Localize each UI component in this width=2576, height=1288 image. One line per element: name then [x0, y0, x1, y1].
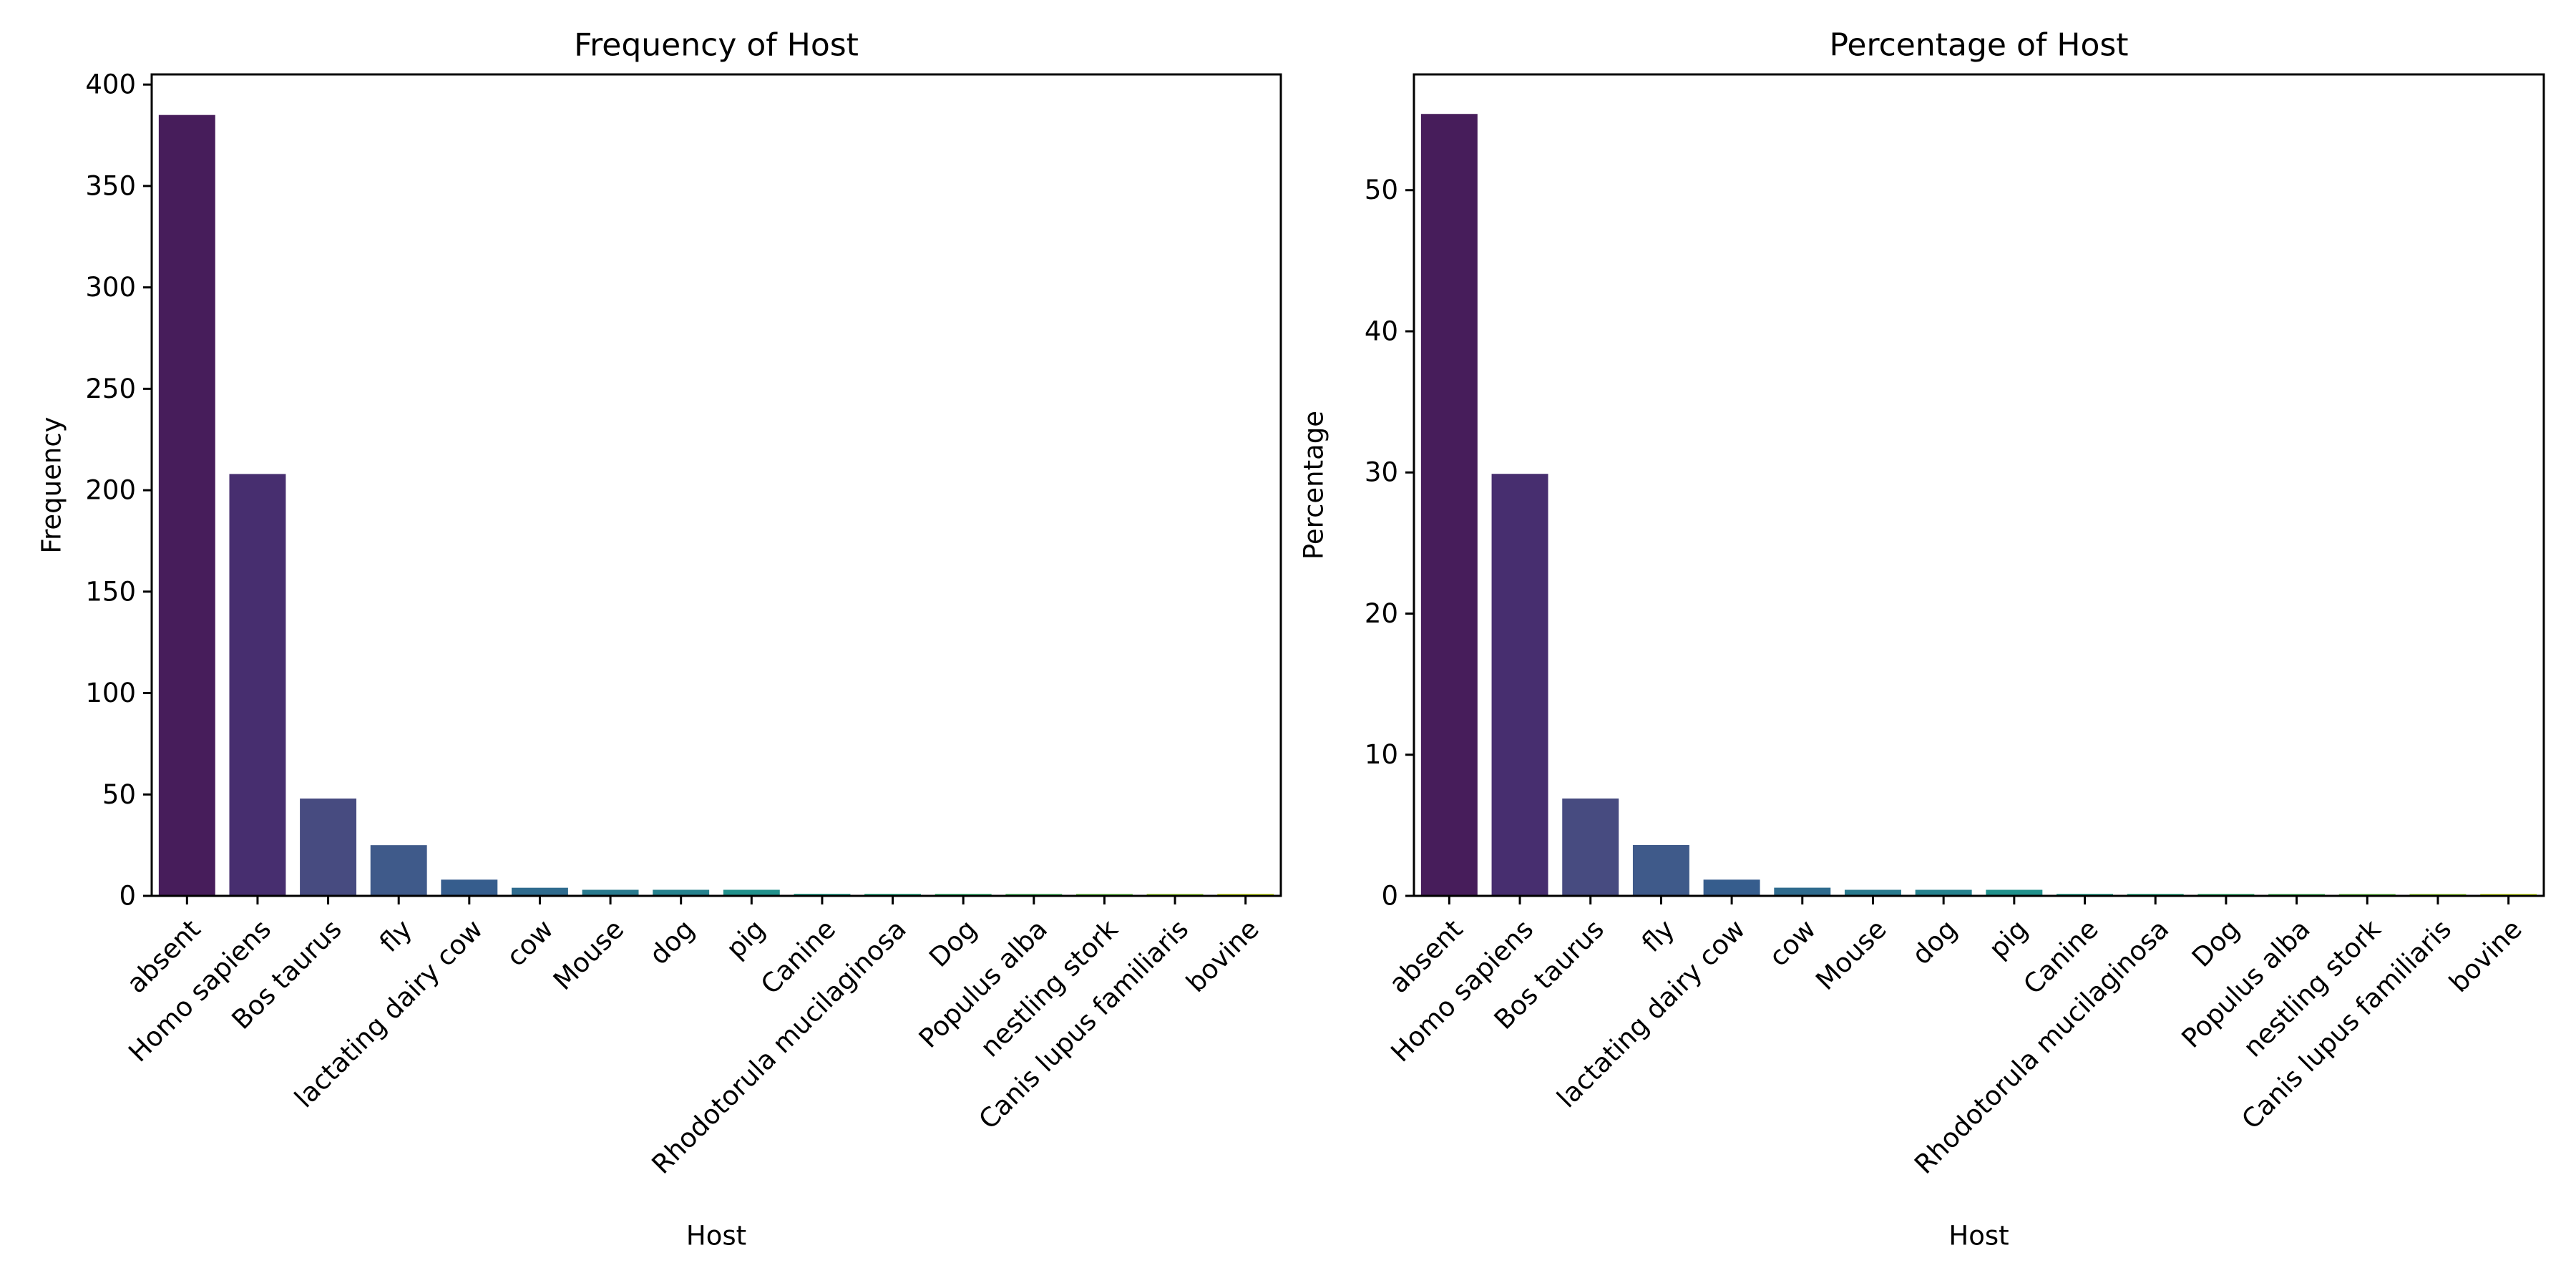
bar [441, 879, 498, 896]
x-tick-label: Mouse [1810, 914, 1892, 996]
x-tick-label: bovine [1180, 914, 1264, 998]
y-tick-label: 200 [85, 475, 136, 506]
chart-title: Frequency of Host [574, 27, 859, 64]
bar [1986, 889, 2043, 896]
bar [1562, 798, 1619, 896]
bar [653, 889, 710, 896]
x-tick-label: bovine [2443, 914, 2527, 998]
plot-frame [1413, 73, 2545, 897]
bar [1844, 889, 1901, 896]
bar [1632, 844, 1689, 896]
bar [1491, 474, 1548, 896]
x-tick-label: pig [721, 914, 771, 965]
x-tick-label: cow [1763, 914, 1822, 972]
x-tick-label: Dog [923, 914, 982, 973]
plot-frame [150, 73, 1282, 897]
y-tick-label: 250 [85, 374, 136, 404]
y-tick-label: 150 [85, 576, 136, 607]
bar [1703, 879, 1760, 896]
y-axis-label: Frequency [36, 416, 67, 553]
chart-title: Percentage of Host [1829, 27, 2128, 64]
y-tick-label: 10 [1365, 739, 1398, 770]
y-tick-label: 50 [102, 779, 136, 810]
y-tick-label: 40 [1365, 316, 1398, 346]
bar [370, 845, 427, 896]
x-axis-label: Host [1948, 1221, 2009, 1252]
y-tick-label: 100 [85, 678, 136, 708]
bar [300, 798, 357, 896]
bar [511, 887, 568, 896]
x-tick-label: fly [1636, 914, 1680, 958]
bar [1915, 889, 1972, 896]
bar [723, 889, 780, 896]
y-tick-label: 0 [119, 881, 136, 912]
x-tick-label: fly [374, 914, 418, 958]
bar [1420, 114, 1478, 897]
bar [158, 114, 215, 897]
bar [582, 889, 639, 896]
x-axis-label: Host [686, 1221, 746, 1252]
x-tick-label: dog [643, 914, 701, 971]
x-tick-label: Mouse [547, 914, 630, 996]
x-tick-label: pig [1983, 914, 2034, 965]
bar [1774, 887, 1831, 896]
y-tick-label: 30 [1365, 457, 1398, 488]
x-tick-label: Dog [2186, 914, 2245, 973]
y-tick-label: 50 [1365, 175, 1398, 205]
y-tick-label: 0 [1381, 881, 1398, 912]
y-tick-label: 20 [1365, 598, 1398, 629]
bar [229, 474, 286, 896]
y-axis-label: Percentage [1299, 411, 1330, 560]
x-tick-label: cow [500, 914, 559, 972]
x-tick-label: dog [1906, 914, 1963, 971]
y-tick-label: 400 [85, 69, 136, 100]
y-tick-label: 350 [85, 170, 136, 201]
y-tick-label: 300 [85, 272, 136, 303]
